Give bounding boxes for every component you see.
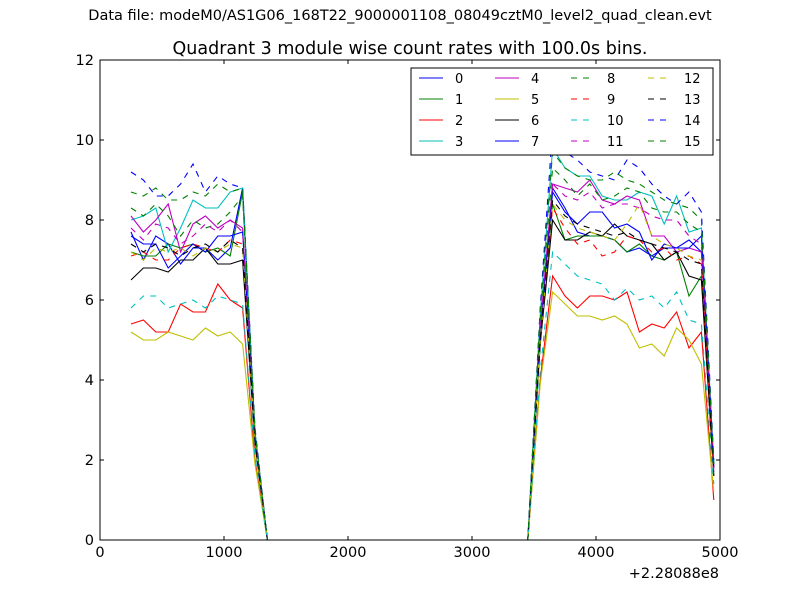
legend-label-2: 2 — [455, 114, 463, 129]
y-tick-label: 2 — [85, 453, 94, 469]
x-offset-label: +2.28088e8 — [629, 566, 719, 582]
legend-label-13: 13 — [684, 93, 701, 108]
legend-label-5: 5 — [531, 93, 539, 108]
series-line-10 — [130, 250, 715, 541]
series-line-0 — [130, 186, 715, 541]
series-line-12 — [130, 202, 715, 541]
series-line-11 — [130, 182, 715, 541]
y-tick-label: 12 — [76, 53, 94, 69]
series-line-9 — [130, 206, 715, 541]
x-tick-label: 3000 — [454, 545, 491, 561]
y-tick-label: 4 — [85, 373, 94, 389]
y-tick-label: 6 — [85, 293, 94, 309]
series-line-15 — [130, 150, 715, 541]
series-line-14 — [130, 126, 715, 541]
legend-label-9: 9 — [607, 93, 615, 108]
series-layer — [130, 126, 715, 541]
legend-label-11: 11 — [607, 135, 624, 150]
y-tick-label: 10 — [76, 133, 94, 149]
y-tick-label: 0 — [85, 533, 94, 549]
x-tick-label: 5000 — [702, 545, 739, 561]
series-line-4 — [130, 179, 715, 541]
legend-label-10: 10 — [607, 114, 624, 129]
series-line-3 — [130, 146, 715, 541]
series-line-7 — [130, 190, 715, 541]
series-line-5 — [130, 290, 715, 541]
figure-supertitle: Data file: modeM0/AS1G06_168T22_90000011… — [88, 8, 712, 24]
series-line-6 — [130, 218, 715, 541]
legend-label-3: 3 — [455, 135, 463, 150]
legend-label-6: 6 — [531, 114, 539, 129]
x-tick-label: 1000 — [206, 545, 243, 561]
legend-label-15: 15 — [684, 135, 701, 150]
chart-title: Quadrant 3 module wise count rates with … — [173, 39, 648, 59]
legend-label-8: 8 — [607, 72, 615, 87]
x-tick-label: 4000 — [578, 545, 615, 561]
legend-label-1: 1 — [455, 93, 463, 108]
x-tick-label: 0 — [95, 545, 104, 561]
x-tick-label: 2000 — [330, 545, 367, 561]
legend-label-0: 0 — [455, 72, 463, 87]
legend-label-12: 12 — [684, 72, 701, 87]
series-line-8 — [130, 166, 715, 541]
legend-label-4: 4 — [531, 72, 539, 87]
series-line-1 — [130, 191, 715, 541]
legend-label-14: 14 — [684, 114, 701, 129]
legend-label-7: 7 — [531, 135, 539, 150]
series-line-2 — [130, 274, 715, 541]
y-tick-label: 8 — [85, 213, 94, 229]
